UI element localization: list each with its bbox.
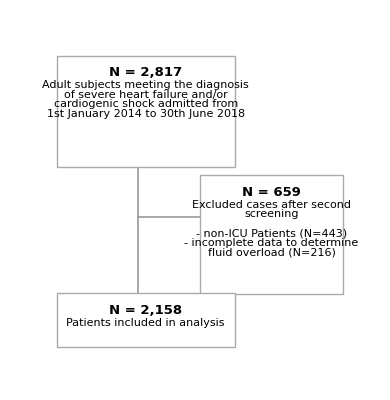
Text: N = 659: N = 659 [242, 186, 301, 199]
Text: screening: screening [244, 209, 299, 219]
Text: - non-ICU Patients (N=443): - non-ICU Patients (N=443) [196, 228, 347, 238]
Text: fluid overload (N=216): fluid overload (N=216) [207, 248, 335, 258]
Text: 1st January 2014 to 30th June 2018: 1st January 2014 to 30th June 2018 [46, 109, 245, 119]
Text: - incomplete data to determine: - incomplete data to determine [184, 238, 359, 248]
Text: Excluded cases after second: Excluded cases after second [192, 200, 351, 210]
Bar [200, 175, 343, 294]
Bar [57, 293, 235, 347]
Text: Patients included in analysis: Patients included in analysis [66, 318, 225, 328]
Text: N = 2,817: N = 2,817 [109, 66, 182, 80]
Text: of severe heart failure and/or: of severe heart failure and/or [64, 90, 227, 100]
Text: N = 2,158: N = 2,158 [109, 304, 182, 317]
Text: cardiogenic shock admitted from: cardiogenic shock admitted from [53, 100, 238, 110]
Text: Adult subjects meeting the diagnosis: Adult subjects meeting the diagnosis [42, 80, 249, 90]
Bar [57, 56, 235, 167]
